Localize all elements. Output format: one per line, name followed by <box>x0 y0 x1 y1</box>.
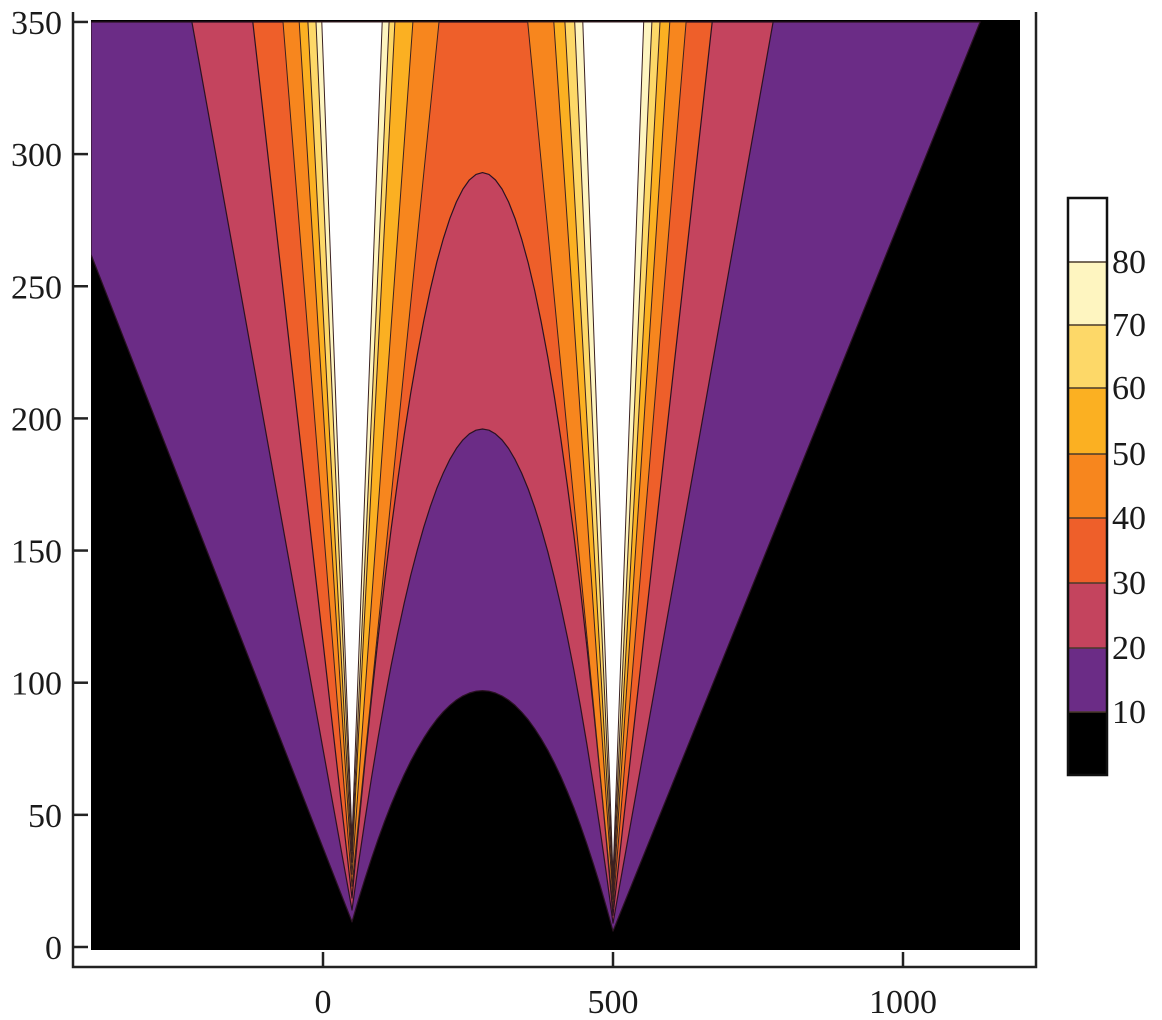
x-tick-label: 1000 <box>869 984 937 1020</box>
colorbar-label: 80 <box>1112 244 1146 281</box>
axes: 0 500 1000 0 50 100 150 200 250 300 350 <box>11 5 1038 1020</box>
colorbar-label: 40 <box>1112 500 1146 537</box>
y-tick-label: 100 <box>11 666 62 703</box>
colorbar-label: 70 <box>1112 307 1146 344</box>
y-tick-label: 250 <box>11 269 62 306</box>
y-tick-label: 200 <box>11 401 62 438</box>
y-tick-label: 350 <box>11 5 62 42</box>
colorbar-label: 30 <box>1112 565 1146 602</box>
y-tick-label: 150 <box>11 534 62 571</box>
contour-band-80-right <box>582 21 645 877</box>
colorbar-label: 60 <box>1112 370 1146 407</box>
colorbar-label: 20 <box>1112 630 1146 667</box>
colorbar: 10 20 30 40 50 60 70 80 <box>1066 196 1146 777</box>
x-tick-label: 0 <box>315 984 332 1020</box>
colorbar-segment <box>1068 648 1107 712</box>
contour-band-80-left <box>321 21 383 840</box>
colorbar-segment <box>1068 198 1107 262</box>
colorbar-frame <box>1066 196 1109 777</box>
colorbar-segment <box>1068 454 1107 518</box>
colorbar-label: 50 <box>1112 436 1146 473</box>
colorbar-segment <box>1068 518 1107 583</box>
colorbar-segment <box>1068 388 1107 454</box>
y-tick-label: 0 <box>45 930 62 967</box>
colorbar-segment <box>1068 583 1107 648</box>
plot-area <box>91 20 1020 950</box>
colorbar-label: 10 <box>1112 694 1146 731</box>
axis-frame <box>71 12 1038 969</box>
y-tick-label: 300 <box>11 137 62 174</box>
colorbar-segment <box>1068 262 1107 325</box>
colorbar-segment <box>1068 712 1107 775</box>
y-tick-label: 50 <box>28 798 62 835</box>
colorbar-segment <box>1068 325 1107 388</box>
x-tick-label: 500 <box>588 984 639 1020</box>
